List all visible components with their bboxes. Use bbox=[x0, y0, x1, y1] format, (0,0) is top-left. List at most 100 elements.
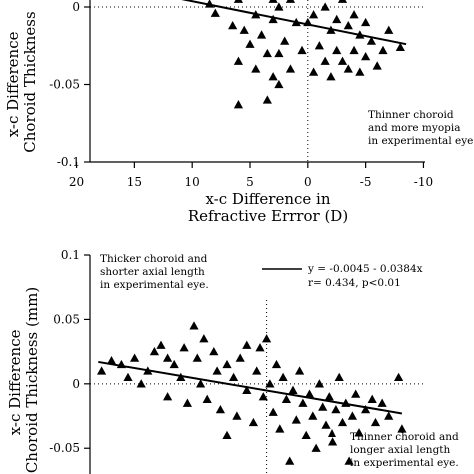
data-point-2-38 bbox=[275, 424, 285, 433]
annotation-2-line-3: in experimental eye. bbox=[100, 279, 209, 291]
data-point-1-59 bbox=[343, 21, 353, 30]
data-point-2-4 bbox=[130, 353, 140, 362]
annotation-3-line-3: in experimental eye. bbox=[350, 457, 459, 469]
data-point-2-14 bbox=[182, 398, 192, 407]
data-point-2-34 bbox=[262, 334, 272, 343]
data-point-1-65 bbox=[361, 17, 371, 27]
data-point-1-51 bbox=[320, 56, 330, 65]
data-point-2-59 bbox=[344, 456, 354, 465]
data-point-1-28 bbox=[262, 95, 272, 104]
data-point-2-27 bbox=[235, 353, 245, 362]
chart-axial-length: 0.1 0.05 0 -0.05 x-c Difference Choroid Thi… bbox=[6, 248, 462, 474]
data-point-2-60 bbox=[347, 411, 357, 420]
x-tick-label-1-3: 5 bbox=[246, 175, 254, 189]
data-point-2-0 bbox=[97, 366, 107, 375]
data-point-2-5 bbox=[136, 379, 146, 388]
y-tick-label-1-1: -0.05 bbox=[49, 78, 80, 92]
regression-line-2 bbox=[98, 360, 403, 415]
data-point-1-37 bbox=[280, 36, 290, 45]
x-tick-label-1-6: -10 bbox=[414, 175, 433, 189]
y-tick-label-2-0: 0.1 bbox=[61, 248, 80, 262]
data-point-2-67 bbox=[384, 411, 394, 420]
data-point-1-39 bbox=[285, 64, 296, 73]
annotation-3: Thinner choroid and longer axial length … bbox=[350, 431, 462, 469]
data-point-2-66 bbox=[377, 398, 387, 407]
data-point-2-18 bbox=[199, 334, 209, 343]
data-point-1-31 bbox=[268, 14, 278, 24]
data-point-2-33 bbox=[258, 392, 268, 401]
data-point-1-15 bbox=[233, 100, 244, 109]
data-point-2-49 bbox=[311, 443, 321, 452]
data-point-1-35 bbox=[274, 79, 284, 89]
data-point-2-55 bbox=[331, 404, 341, 414]
data-point-2-19 bbox=[202, 394, 212, 403]
x-axis-label-1-line-2: Refractive Errror (D) bbox=[188, 207, 348, 225]
data-point-2-16 bbox=[192, 353, 202, 362]
data-point-1-33 bbox=[274, 2, 284, 11]
data-point-2-3 bbox=[123, 372, 133, 382]
data-point-1-64 bbox=[355, 67, 365, 76]
annotation-1-line-2: and more myopia bbox=[368, 122, 460, 134]
data-point-2-48 bbox=[308, 411, 318, 420]
data-point-2-39 bbox=[278, 372, 288, 382]
data-point-2-30 bbox=[248, 417, 258, 427]
data-point-2-43 bbox=[291, 415, 301, 424]
legend-equation: y = -0.0045 - 0.0384x bbox=[307, 263, 423, 275]
data-point-2-45 bbox=[298, 398, 308, 407]
annotation-1-line-3: in experimental eye. bbox=[368, 135, 474, 147]
y-ticks-1: 0 -0.05 -0.1 bbox=[49, 0, 90, 169]
data-point-1-13 bbox=[233, 0, 244, 3]
data-point-1-60 bbox=[343, 64, 353, 73]
data-point-2-64 bbox=[367, 394, 377, 403]
annotation-3-marker bbox=[328, 429, 336, 437]
data-point-1-34 bbox=[274, 48, 284, 58]
data-point-2-52 bbox=[321, 420, 331, 429]
x-tick-label-1-2: 10 bbox=[185, 175, 200, 189]
y-tick-label-2-3: -0.05 bbox=[49, 441, 80, 455]
data-point-1-49 bbox=[314, 41, 324, 50]
data-point-1-61 bbox=[349, 10, 359, 19]
data-point-2-9 bbox=[163, 353, 173, 362]
y-ticks-2: 0.1 0.05 0 -0.05 bbox=[49, 248, 90, 455]
data-point-2-7 bbox=[149, 347, 159, 356]
data-point-2-26 bbox=[232, 411, 242, 420]
data-point-2-11 bbox=[169, 359, 179, 369]
data-point-1-42 bbox=[297, 45, 307, 55]
data-point-1-71 bbox=[384, 25, 394, 34]
data-point-1-62 bbox=[349, 45, 359, 55]
data-point-2-31 bbox=[252, 366, 262, 375]
regression-line-1 bbox=[181, 0, 407, 46]
data-point-1-14 bbox=[233, 56, 244, 65]
x-tick-label-1-1: 15 bbox=[127, 175, 142, 189]
data-point-1-57 bbox=[337, 0, 348, 3]
data-point-2-23 bbox=[222, 359, 232, 369]
data-point-2-44 bbox=[295, 366, 305, 375]
data-point-1-66 bbox=[361, 52, 371, 61]
data-point-2-57 bbox=[337, 417, 348, 427]
data-point-2-63 bbox=[361, 404, 371, 414]
data-point-1-23 bbox=[251, 64, 261, 73]
data-point-2-35 bbox=[265, 379, 275, 388]
data-point-1-25 bbox=[256, 30, 267, 39]
annotation-3-triangle bbox=[328, 429, 336, 437]
data-point-2-40 bbox=[281, 394, 291, 403]
y-tick-label-2-2: 0 bbox=[72, 377, 80, 391]
data-point-1-54 bbox=[326, 72, 336, 81]
data-point-2-61 bbox=[351, 389, 361, 398]
data-point-2-10 bbox=[163, 392, 173, 401]
annotation-2-line-1: Thicker choroid and bbox=[100, 253, 208, 265]
legend-2: y = -0.0045 - 0.0384x r= 0.434, p<0.01 bbox=[262, 263, 423, 289]
data-point-2-65 bbox=[370, 417, 381, 427]
data-point-2-62 bbox=[354, 428, 364, 437]
data-point-2-54 bbox=[328, 437, 338, 446]
data-point-2-36 bbox=[268, 407, 278, 416]
data-point-1-46 bbox=[308, 10, 319, 19]
x-tick-label-1-5: -5 bbox=[360, 175, 372, 189]
annotation-3-line-2: longer axial length bbox=[350, 444, 451, 456]
y-axis-label-1-line-2: Choroid Thickness bbox=[21, 11, 39, 152]
data-points-1 bbox=[204, 0, 405, 109]
y-axis-label-1: x-c Difference Choroid Thickness bbox=[4, 11, 39, 152]
data-point-1-12 bbox=[228, 21, 238, 30]
y-tick-label-2-1: 0.05 bbox=[53, 312, 80, 326]
